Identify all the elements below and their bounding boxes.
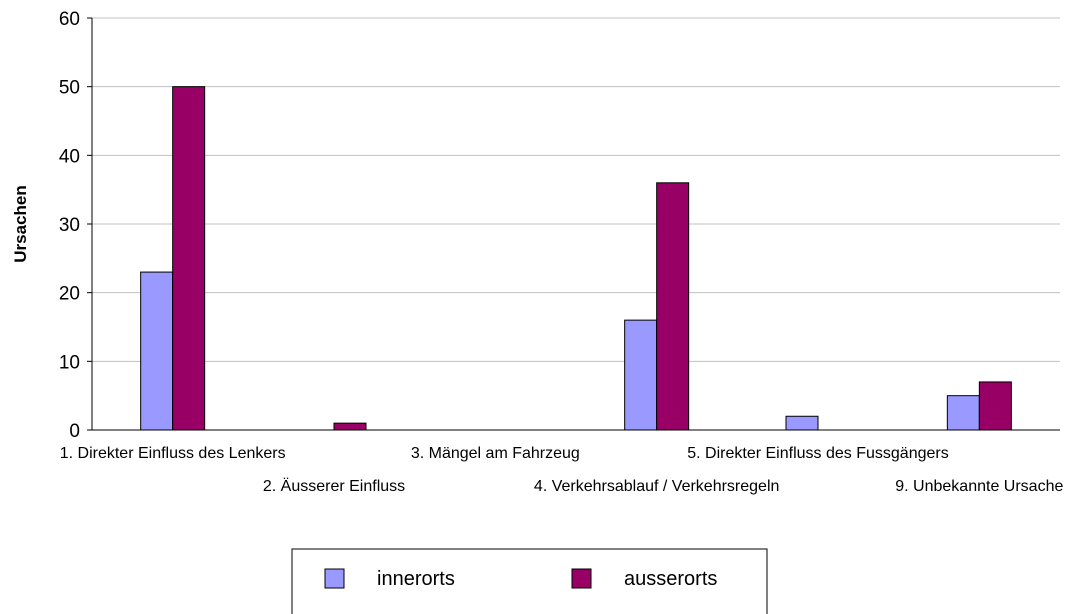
y-tick-label: 20	[59, 284, 80, 305]
x-tick-labels: 1. Direkter Einfluss des Lenkers 2. Äusse…	[60, 445, 1064, 495]
bar-ausserorts-6	[978, 381, 1012, 431]
legend: innerorts ausserorts	[291, 548, 768, 614]
bar-innerorts-6	[946, 395, 980, 431]
y-tick-label: 50	[59, 78, 80, 99]
y-tick-label: 60	[59, 9, 80, 30]
legend-box	[291, 548, 768, 614]
bar-innerorts-4	[624, 319, 658, 431]
y-axis-title: Ursachen	[11, 185, 30, 262]
bar-ausserorts-4	[656, 182, 690, 431]
legend-swatch-ausserorts	[571, 568, 592, 589]
bar-ausserorts-2	[333, 422, 367, 431]
x-tick-label: 4. Verkehrsablauf / Verkehrsregeln	[534, 478, 779, 495]
y-tick-label: 40	[59, 146, 80, 167]
x-tick-label: 9. Unbekannte Ursache	[895, 478, 1063, 495]
y-tick-label: 30	[59, 215, 80, 236]
grid-lines	[92, 17, 1060, 362]
bars	[140, 86, 1012, 431]
x-tick-label: 3. Mängel am Fahrzeug	[411, 445, 580, 462]
legend-label-innerorts: innerorts	[377, 568, 455, 590]
legend-swatch-innerorts	[324, 568, 345, 589]
bar-innerorts-1	[140, 271, 174, 431]
y-tick-label: 0	[69, 421, 80, 442]
y-tick-label: 10	[59, 352, 80, 373]
bar-ausserorts-1	[172, 86, 206, 431]
x-tick-label: 5. Direkter Einfluss des Fussgängers	[687, 445, 948, 462]
x-tick-label: 1. Direkter Einfluss des Lenkers	[60, 445, 286, 462]
bar-innerorts-5	[785, 415, 819, 431]
x-tick-label: 2. Äusserer Einfluss	[263, 477, 405, 495]
y-tick-labels: 0 10 20 30 40 50 60	[59, 9, 92, 442]
legend-label-ausserorts: ausserorts	[624, 568, 717, 590]
